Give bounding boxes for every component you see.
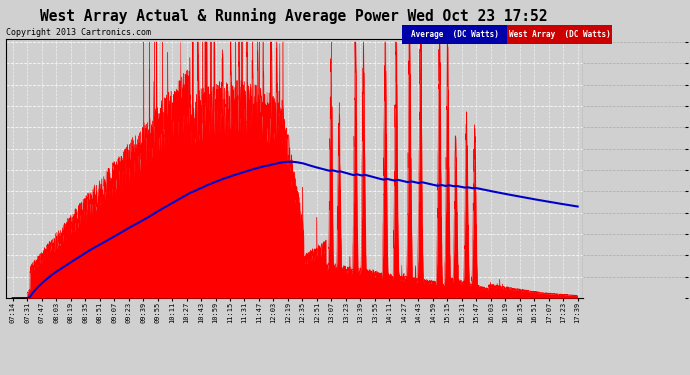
Text: West Array Actual & Running Average Power Wed Oct 23 17:52: West Array Actual & Running Average Powe…: [39, 8, 547, 24]
Text: Copyright 2013 Cartronics.com: Copyright 2013 Cartronics.com: [6, 28, 150, 37]
Text: Average  (DC Watts): Average (DC Watts): [411, 30, 499, 39]
Text: West Array  (DC Watts): West Array (DC Watts): [509, 30, 611, 39]
